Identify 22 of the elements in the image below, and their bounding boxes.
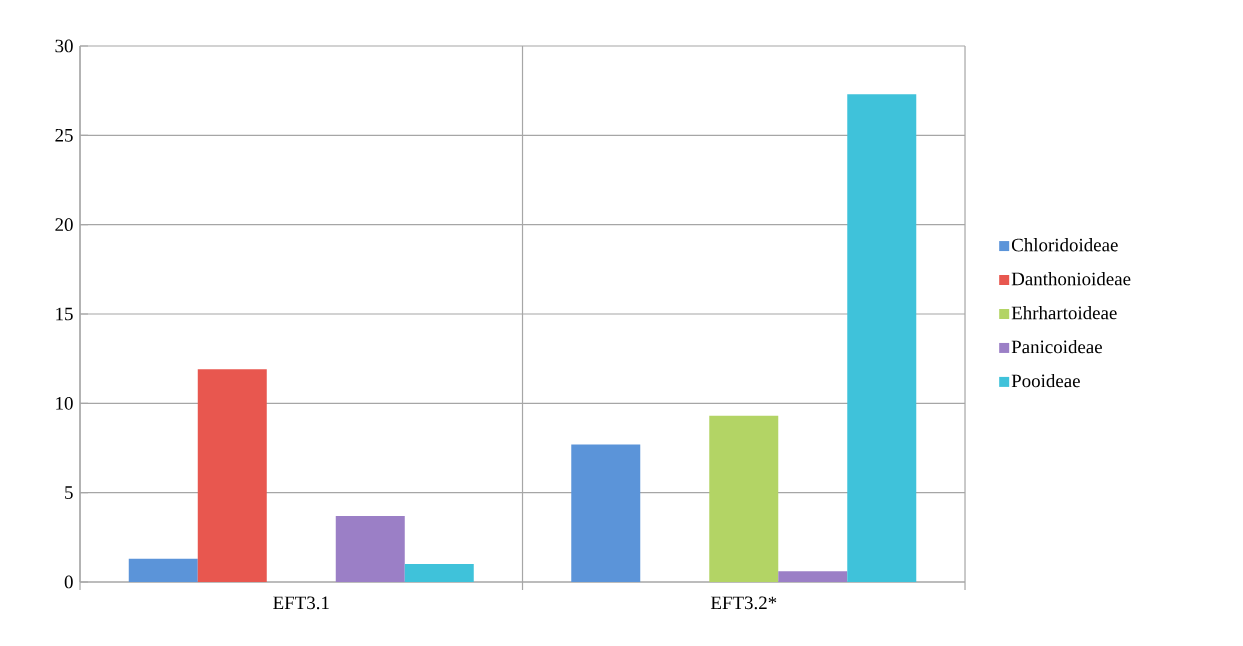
bar [335,515,405,582]
legend-label: Panicoideae [1011,339,1102,354]
x-tick-label: EFT3.2* [710,596,777,610]
x-tick-label: EFT3.1 [273,596,329,610]
bar [404,564,474,582]
bar [847,94,917,582]
y-tick-label: 10 [56,396,73,410]
legend-label: Ehrhartoideae [1011,306,1117,320]
legend-label: Chloridoideae [1011,238,1118,252]
y-tick-label: 5 [65,486,73,499]
legend-label: Pooideae [1011,373,1080,388]
y-tick-label: 15 [56,307,73,321]
legend-label: Danthonioideae [1011,272,1131,286]
bar [197,369,267,582]
bar [778,571,848,582]
y-tick-label: 25 [55,128,73,142]
bar [571,444,641,582]
y-tick-label: 30 [55,39,73,53]
y-tick-label: 20 [55,218,73,232]
bar [709,415,779,582]
bar [128,558,198,582]
y-tick-label: 0 [64,575,73,589]
